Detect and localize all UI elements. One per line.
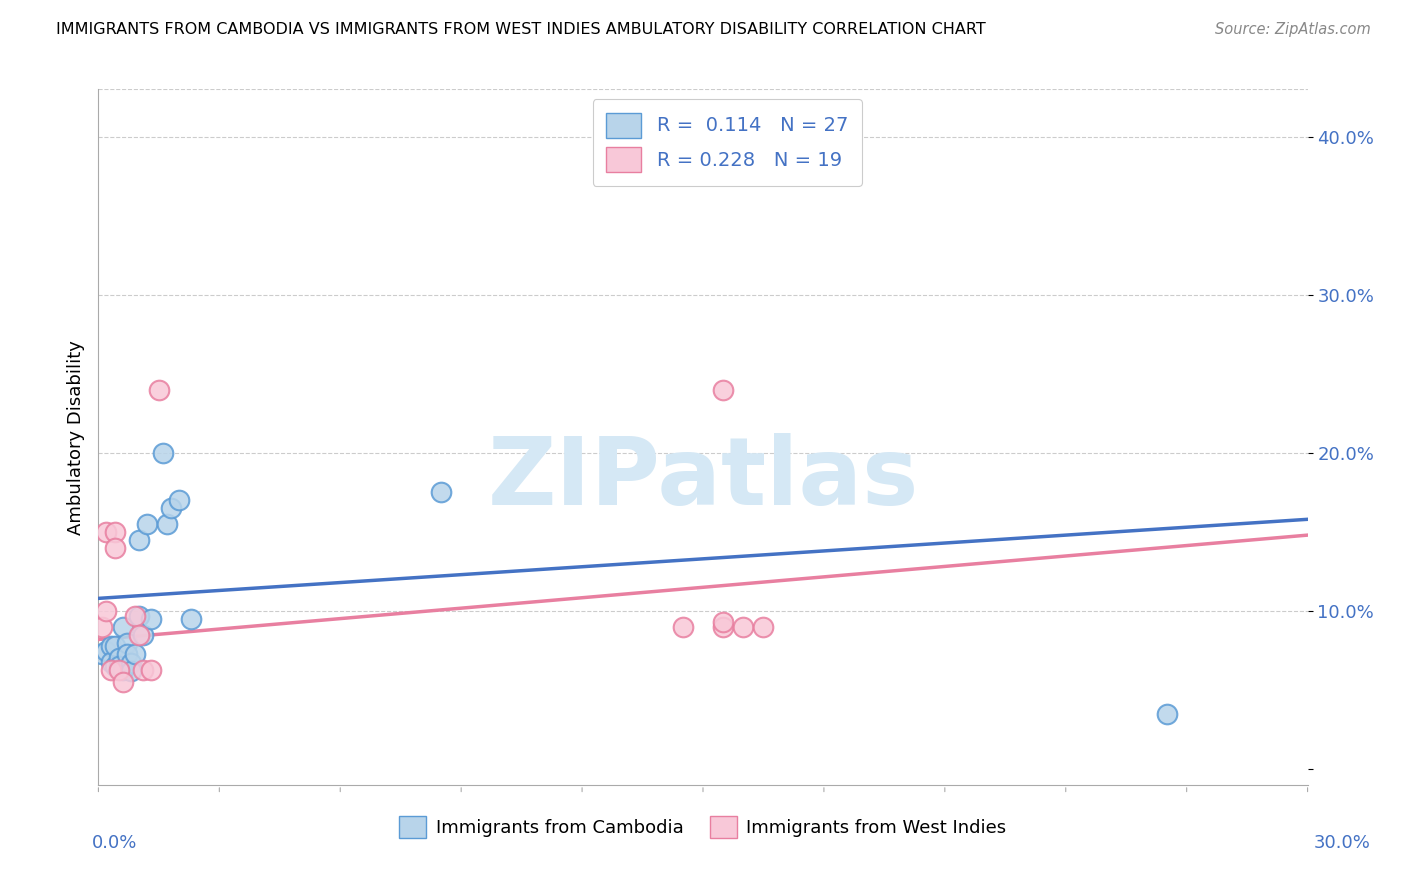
Point: [132, 628, 155, 642]
Point: [103, 639, 125, 653]
Legend: Immigrants from Cambodia, Immigrants from West Indies: Immigrants from Cambodia, Immigrants fro…: [392, 809, 1014, 846]
Text: 30.0%: 30.0%: [1315, 834, 1371, 852]
Point: [430, 485, 453, 500]
Point: [139, 612, 162, 626]
Point: [132, 663, 155, 677]
Point: [115, 635, 138, 649]
Point: [91, 620, 114, 634]
Point: [107, 663, 129, 677]
Point: [111, 663, 134, 677]
Point: [111, 620, 134, 634]
Point: [733, 620, 755, 634]
Point: [107, 651, 129, 665]
Point: [96, 604, 118, 618]
Point: [711, 383, 734, 397]
Point: [128, 533, 150, 547]
Point: [128, 608, 150, 623]
Point: [128, 628, 150, 642]
Point: [152, 446, 174, 460]
Point: [156, 516, 179, 531]
Text: IMMIGRANTS FROM CAMBODIA VS IMMIGRANTS FROM WEST INDIES AMBULATORY DISABILITY CO: IMMIGRANTS FROM CAMBODIA VS IMMIGRANTS F…: [56, 22, 986, 37]
Text: 0.0%: 0.0%: [91, 834, 136, 852]
Point: [115, 647, 138, 661]
Point: [148, 383, 170, 397]
Point: [124, 647, 146, 661]
Point: [120, 664, 142, 678]
Point: [124, 608, 146, 623]
Point: [96, 524, 118, 539]
Point: [91, 647, 114, 661]
Point: [1156, 706, 1178, 721]
Point: [100, 639, 122, 653]
Point: [672, 620, 695, 634]
Point: [711, 620, 734, 634]
Point: [100, 655, 122, 669]
Point: [135, 516, 157, 531]
Text: Source: ZipAtlas.com: Source: ZipAtlas.com: [1215, 22, 1371, 37]
Point: [103, 659, 125, 673]
Point: [103, 541, 125, 555]
Y-axis label: Ambulatory Disability: Ambulatory Disability: [66, 340, 84, 534]
Point: [180, 612, 202, 626]
Point: [111, 675, 134, 690]
Point: [711, 615, 734, 629]
Point: [96, 643, 118, 657]
Point: [752, 620, 775, 634]
Point: [107, 659, 129, 673]
Point: [139, 663, 162, 677]
Text: ZIPatlas: ZIPatlas: [488, 433, 918, 524]
Point: [120, 657, 142, 671]
Point: [160, 501, 183, 516]
Point: [167, 493, 190, 508]
Point: [100, 663, 122, 677]
Point: [103, 524, 125, 539]
